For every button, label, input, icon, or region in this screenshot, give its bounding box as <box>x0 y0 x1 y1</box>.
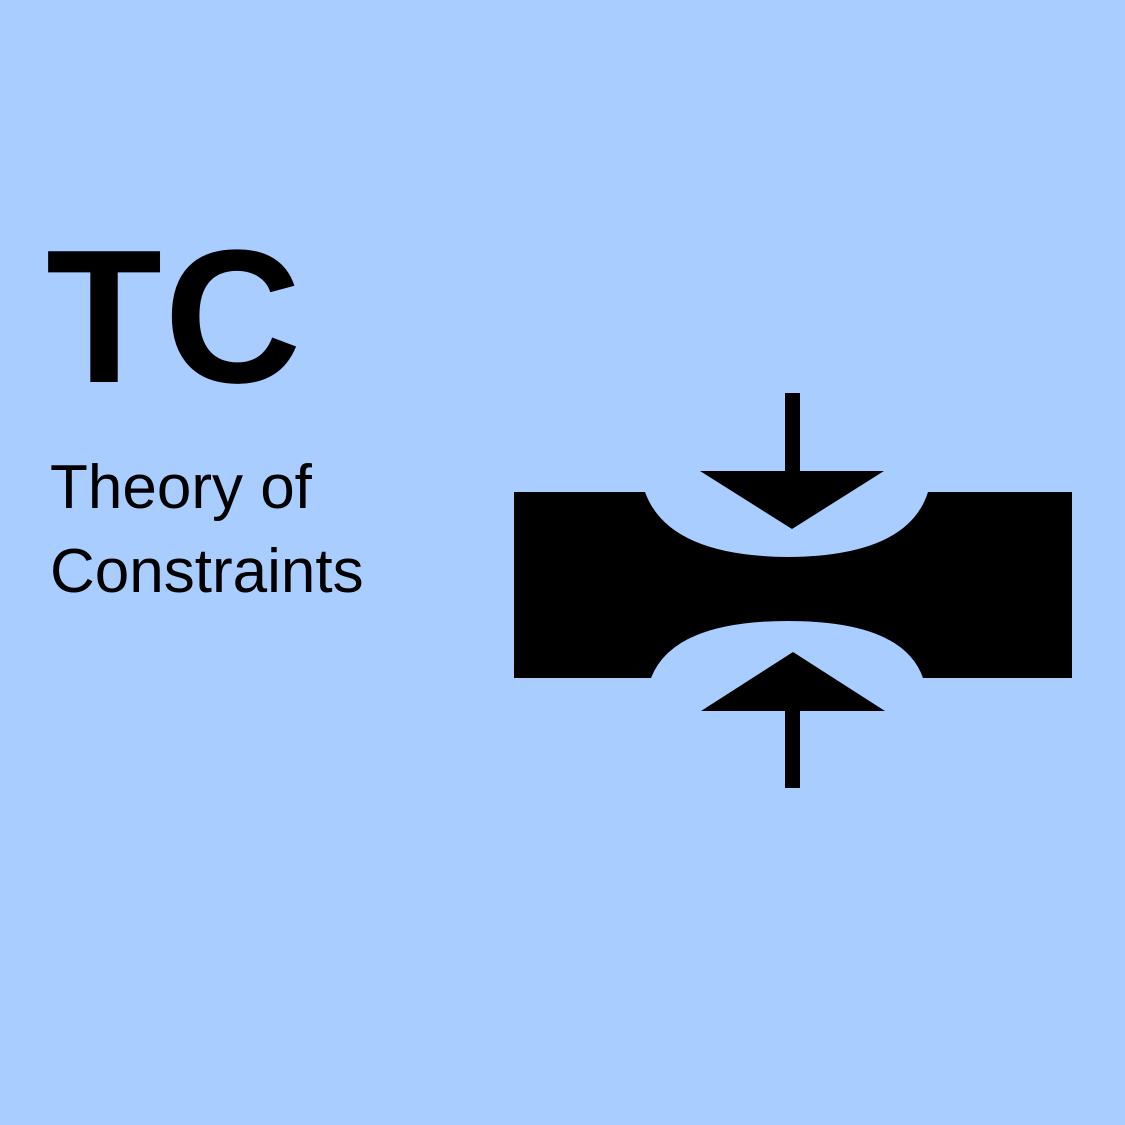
logo-title: Theory of Constraints <box>50 446 364 614</box>
up-arrow-icon <box>701 652 885 788</box>
down-arrow-icon <box>700 393 884 529</box>
constricted-pipe-shape <box>514 492 1072 678</box>
logo-title-line-2: Constraints <box>50 537 364 606</box>
bottleneck-constriction-icon <box>514 393 1072 788</box>
logo-title-line-1: Theory of <box>50 453 312 522</box>
logo-abbreviation: TC <box>46 211 304 423</box>
